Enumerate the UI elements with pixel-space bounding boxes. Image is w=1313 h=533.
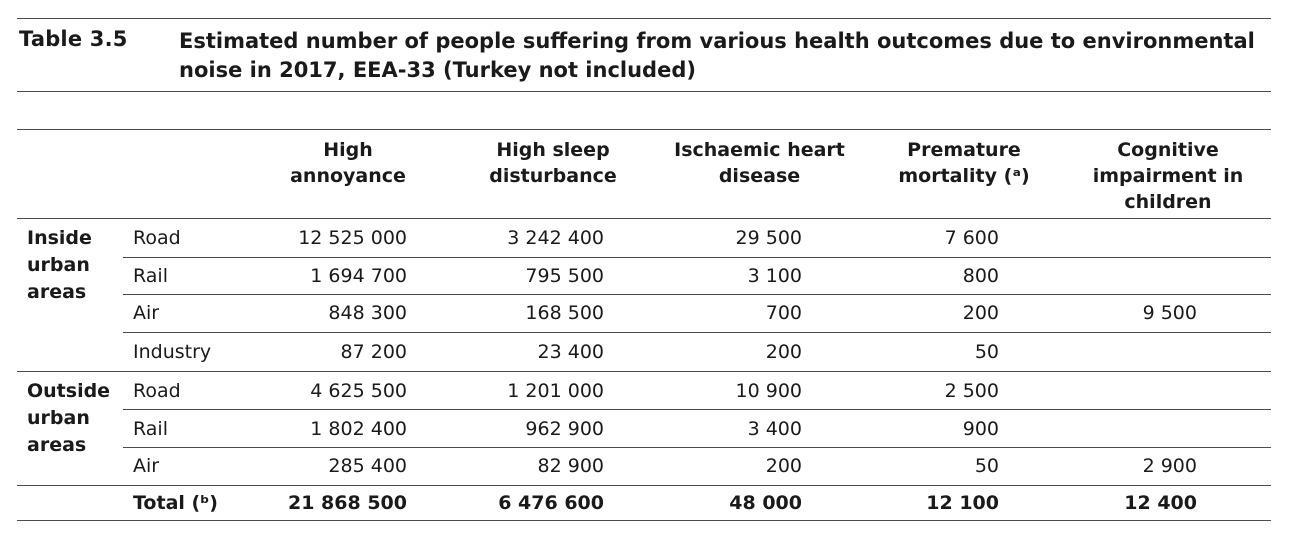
- table-cell: 1 694 700: [310, 265, 407, 287]
- table-cell: 4 625 500: [310, 380, 407, 402]
- table-cell: 168 500: [525, 302, 604, 324]
- table-top-rule: [17, 129, 1271, 130]
- row-source: Air: [133, 455, 160, 477]
- table-cell: 9 500: [1142, 302, 1197, 324]
- table-bottom-rule: [17, 520, 1271, 521]
- table-cell: 3 100: [747, 265, 802, 287]
- table-cell: 900: [962, 418, 999, 440]
- total-cell: 12 100: [926, 492, 999, 514]
- group-label-outside-urban: Outside urban areas: [27, 380, 111, 456]
- table-cell: 87 200: [340, 341, 407, 363]
- col-header-ischaemic-heart-disease: Ischaemic heart disease: [674, 139, 845, 187]
- table-cell: 3 242 400: [507, 227, 604, 249]
- table-cell: 1 802 400: [310, 418, 407, 440]
- table-cell: 23 400: [537, 341, 604, 363]
- table-cell: 700: [765, 302, 802, 324]
- row-source: Rail: [133, 418, 168, 440]
- table-cell: 285 400: [328, 455, 407, 477]
- caption-bottom-rule: [17, 91, 1271, 92]
- table-cell: 200: [765, 455, 802, 477]
- table-cell: 7 600: [944, 227, 999, 249]
- total-cell: 21 868 500: [288, 492, 407, 514]
- col-header-cognitive-impairment: Cognitive impairment in children: [1092, 139, 1244, 213]
- row-source: Rail: [133, 265, 168, 287]
- row-divider: [123, 332, 1271, 333]
- table-title: Estimated number of people suffering fro…: [179, 29, 1255, 82]
- row-source: Industry: [133, 341, 212, 363]
- table-cell: 29 500: [735, 227, 802, 249]
- row-source: Road: [133, 227, 181, 249]
- table-cell: 848 300: [328, 302, 407, 324]
- table-cell: 200: [765, 341, 802, 363]
- total-cell: 48 000: [729, 492, 802, 514]
- group-label-inside-urban: Inside urban areas: [27, 227, 92, 303]
- header-bottom-rule: [17, 218, 1271, 219]
- total-label: Total (ᵇ): [133, 492, 218, 514]
- table-cell: 800: [962, 265, 999, 287]
- group-divider: [17, 371, 1271, 372]
- table-cell: 200: [962, 302, 999, 324]
- row-source: Air: [133, 302, 160, 324]
- table-cell: 50: [974, 455, 999, 477]
- table-cell: 962 900: [525, 418, 604, 440]
- total-cell: 12 400: [1124, 492, 1197, 514]
- table-cell: 2 900: [1142, 455, 1197, 477]
- table-cell: 82 900: [537, 455, 604, 477]
- row-divider: [123, 257, 1271, 258]
- table-cell: 10 900: [735, 380, 802, 402]
- row-source: Road: [133, 380, 181, 402]
- table-cell: 1 201 000: [507, 380, 604, 402]
- row-divider: [123, 447, 1271, 448]
- table-cell: 3 400: [747, 418, 802, 440]
- total-top-rule: [17, 485, 1271, 486]
- table-cell: 795 500: [525, 265, 604, 287]
- row-divider: [123, 409, 1271, 410]
- total-cell: 6 476 600: [498, 492, 604, 514]
- table-number: Table 3.5: [19, 27, 128, 51]
- table-cell: 50: [974, 341, 999, 363]
- col-header-premature-mortality: Premature mortality (ᵃ): [898, 139, 1030, 187]
- row-divider: [123, 294, 1271, 295]
- col-header-high-sleep-disturbance: High sleep disturbance: [489, 139, 617, 187]
- table-cell: 12 525 000: [298, 227, 407, 249]
- col-header-high-annoyance: High annoyance: [290, 139, 406, 187]
- top-rule: [17, 18, 1271, 19]
- table-cell: 2 500: [944, 380, 999, 402]
